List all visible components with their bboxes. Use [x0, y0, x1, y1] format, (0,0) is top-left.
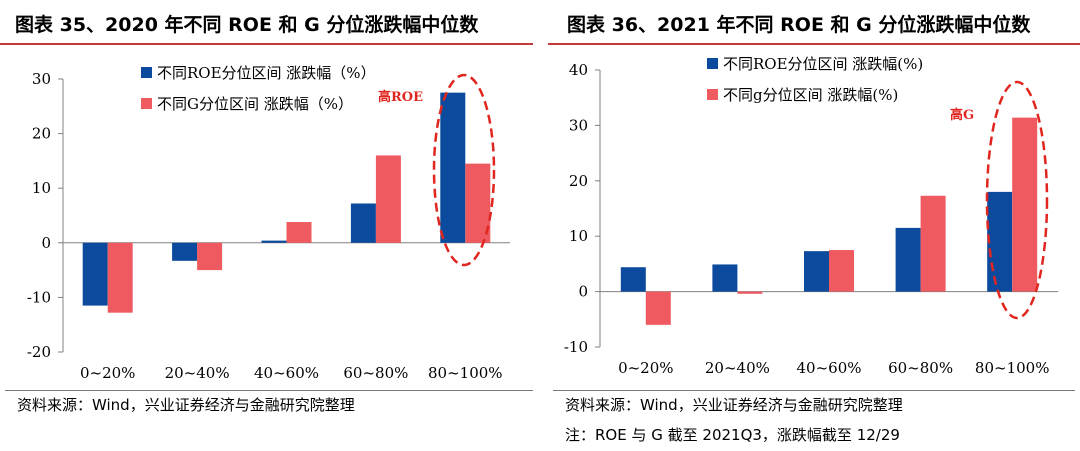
x-tick-label: 60~80% — [343, 364, 408, 382]
right-note: 注：ROE 与 G 截至 2021Q3，涨跌幅截至 12/29 — [565, 426, 900, 444]
legend-label-roe: 不同ROE分位区间 涨跌幅（%） — [157, 64, 376, 82]
x-tick-label: 0~20% — [618, 359, 673, 377]
left-source-rule — [5, 390, 533, 391]
x-tick-label: 80~100% — [428, 364, 503, 382]
highlight-ellipse — [432, 73, 496, 267]
bar-g — [197, 242, 223, 271]
right-bars — [620, 117, 1038, 325]
legend-swatch-roe — [707, 58, 718, 69]
left-y-tick-labels: 30 20 10 0 -10 -20 — [27, 70, 51, 361]
right-source: 资料来源：Wind，兴业证券经济与金融研究院整理 — [565, 396, 903, 414]
y-tick-label: 0 — [41, 234, 51, 252]
y-tick-label: 10 — [32, 179, 51, 197]
annotation-label: 高G — [950, 107, 974, 123]
x-tick-label: 80~100% — [975, 359, 1050, 377]
x-tick-label: 40~60% — [254, 364, 319, 382]
y-tick-label: 40 — [569, 61, 588, 79]
legend-swatch-g — [707, 89, 718, 100]
bar-roe — [620, 267, 646, 292]
right-x-tick-labels: 0~20% 20~40% 40~60% 60~80% 80~100% — [618, 359, 1049, 377]
legend-swatch-roe — [141, 67, 152, 78]
right-y-tick-labels: 40 30 20 10 0 -10 — [564, 61, 588, 356]
y-tick-label: 30 — [32, 70, 51, 88]
x-tick-label: 40~60% — [797, 359, 862, 377]
bar-roe — [261, 240, 287, 243]
left-chart-title: 图表 35、2020 年不同 ROE 和 G 分位涨跌幅中位数 — [15, 14, 479, 36]
y-tick-label: 20 — [569, 172, 588, 190]
left-bars — [82, 92, 491, 313]
x-tick-label: 20~40% — [165, 364, 230, 382]
y-tick-label: 10 — [569, 227, 588, 245]
bar-roe — [804, 251, 829, 292]
left-x-tick-labels: 0~20% 20~40% 40~60% 60~80% 80~100% — [80, 364, 503, 382]
bar-roe — [350, 203, 376, 243]
right-title-rule — [548, 43, 1080, 45]
bar-g — [1012, 117, 1038, 292]
bar-roe — [440, 92, 466, 243]
y-tick-label: -20 — [27, 343, 51, 361]
legend-label-g: 不同g分位区间 涨跌幅(%) — [723, 86, 898, 104]
x-tick-label: 20~40% — [705, 359, 770, 377]
y-tick-label: 30 — [569, 116, 588, 134]
right-legend: 不同ROE分位区间 涨跌幅(%) 不同g分位区间 涨跌幅(%) — [707, 55, 923, 104]
y-tick-label: 20 — [32, 125, 51, 143]
right-bar-chart: 0~20% 20~40% 40~60% 60~80% 80~100% 40 30 20 10 0… — [564, 55, 1058, 377]
right-chart-title: 图表 36、2021 年不同 ROE 和 G 分位涨跌幅中位数 — [567, 14, 1031, 36]
y-tick-label: 0 — [578, 283, 588, 301]
bar-g — [375, 155, 401, 243]
right-source-rule — [553, 390, 1075, 391]
annotation-label: 高ROE — [378, 89, 423, 105]
bar-g — [920, 195, 946, 292]
bar-roe — [712, 264, 738, 292]
bar-roe — [172, 242, 198, 261]
x-tick-label: 0~20% — [80, 364, 135, 382]
bar-g — [645, 291, 671, 325]
bar-g — [107, 242, 133, 313]
left-title-rule — [0, 43, 533, 45]
legend-label-roe: 不同ROE分位区间 涨跌幅(%) — [723, 55, 923, 73]
y-tick-label: -10 — [564, 338, 588, 356]
bar-g — [737, 291, 763, 294]
highlight-ellipse — [985, 80, 1049, 320]
x-tick-label: 60~80% — [888, 359, 953, 377]
left-annotation: 高ROE — [378, 73, 496, 267]
bar-roe — [987, 191, 1013, 292]
left-bar-chart: 0~20% 20~40% 40~60% 60~80% 80~100% 30 20 10 0 -1… — [27, 64, 510, 382]
left-legend: 不同ROE分位区间 涨跌幅（%） 不同G分位区间 涨跌幅（%） — [141, 64, 376, 113]
legend-label-g: 不同G分位区间 涨跌幅（%） — [157, 95, 353, 113]
bar-g — [286, 222, 312, 243]
legend-swatch-g — [141, 98, 152, 109]
bar-roe — [895, 227, 921, 292]
right-annotation: 高G — [950, 80, 1049, 320]
y-tick-label: -10 — [27, 288, 51, 306]
bar-roe — [82, 242, 108, 306]
bar-g — [829, 250, 854, 292]
left-source: 资料来源：Wind，兴业证券经济与金融研究院整理 — [17, 396, 355, 414]
